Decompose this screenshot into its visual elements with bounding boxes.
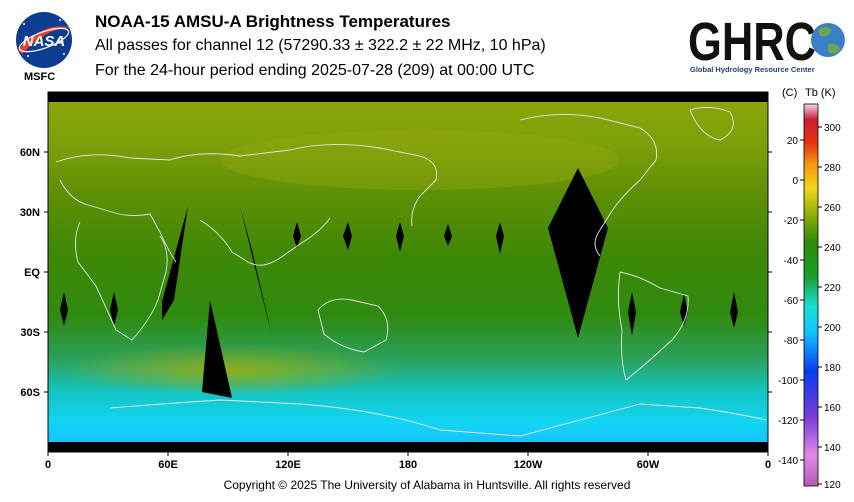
lon-label-0-west: 0 [45, 459, 51, 471]
coast-europe [59, 179, 177, 263]
coast-greenland [689, 107, 734, 141]
colorbar-k-tick: 300 [824, 123, 841, 134]
lat-label-30s: 30S [20, 327, 40, 339]
colorbar-c-tick: -40 [784, 256, 799, 267]
gap-small-4 [293, 222, 301, 248]
lon-label-120e: 120E [275, 459, 301, 471]
northern-warm-band [220, 130, 620, 190]
colorbar-k-tick: 120 [824, 480, 841, 491]
nasa-logo: NASA [16, 12, 72, 68]
lat-label-30n: 30N [20, 207, 40, 219]
lat-label-60s: 60S [20, 387, 40, 399]
gap-small-6 [110, 292, 118, 326]
colorbar-c-tick: -80 [784, 336, 799, 347]
coast-north-america [519, 114, 658, 257]
colorbar-c-tick: -120 [778, 416, 798, 427]
lon-label-120w: 120W [514, 459, 543, 471]
colorbar-k-tick: 220 [824, 283, 841, 294]
colorbar-c-tick: -100 [778, 376, 798, 387]
no-data-south [48, 442, 768, 452]
coast-africa [75, 221, 168, 341]
gap-small-5 [60, 292, 68, 326]
colorbar-k-tick: 260 [824, 203, 841, 214]
lon-label-180: 180 [399, 459, 417, 471]
colorbar-c-tick: -60 [784, 296, 799, 307]
colorbar-c-tick: 0 [792, 176, 798, 187]
lat-axis: 60N 30N EQ 30S 60S [20, 147, 772, 399]
colorbar-k-tick: 140 [824, 443, 841, 454]
period-subtitle: For the 24-hour period ending 2025-07-28… [95, 62, 535, 79]
ghrc-subtitle: Global Hydrology Resource Center [690, 65, 815, 74]
ghrc-logo-text: GHRC [688, 12, 816, 72]
colorbar-c-tick: -140 [778, 456, 798, 467]
colorbar: (C) Tb (K) 20 0 -20 -40 -60 -80 -100 -12… [778, 87, 841, 491]
colorbar-c-tick: -20 [784, 216, 799, 227]
coastlines [55, 107, 767, 437]
gap-small-2 [396, 222, 404, 252]
gap-small-3 [496, 222, 504, 254]
colorbar-c-tick: 20 [787, 136, 799, 147]
coast-antarctica [109, 399, 767, 437]
coast-eurasia-north [55, 144, 438, 227]
colorbar-k-tick: 200 [824, 323, 841, 334]
colorbar-gradient [803, 103, 819, 487]
lon-label-60e: 60E [158, 459, 178, 471]
southern-warm-band [60, 344, 400, 396]
gap-small-9 [730, 292, 738, 328]
colorbar-k-tick: 280 [824, 163, 841, 174]
lat-label-60n: 60N [20, 147, 40, 159]
msfc-label: MSFC [24, 71, 56, 83]
lon-label-60w: 60W [637, 459, 660, 471]
gap-indian-1 [162, 206, 188, 320]
gap-small-10 [444, 224, 452, 246]
colorbar-k-tick: 180 [824, 363, 841, 374]
lat-label-eq: EQ [24, 267, 40, 279]
lon-axis: 0 60E 120E 180 120W 60W 0 [45, 452, 771, 471]
map-title: NOAA-15 AMSU-A Brightness Temperatures [95, 12, 451, 31]
copyright-notice: Copyright © 2025 The University of Alaba… [223, 478, 631, 492]
data-gaps [60, 168, 738, 398]
colorbar-k-tick: 160 [824, 403, 841, 414]
gap-southern-indian [202, 300, 232, 398]
gap-pacific-large [548, 168, 608, 338]
ghrc-logo: GHRC Global Hydrology Resource Center [688, 12, 845, 74]
gap-small-1 [343, 222, 352, 250]
gap-small-7 [628, 292, 636, 336]
no-data-north [48, 92, 768, 102]
gap-asia-1 [240, 206, 272, 336]
coast-south-asia [199, 217, 331, 266]
colorbar-unit-k: Tb (K) [805, 87, 836, 99]
nasa-logo-text: NASA [23, 33, 66, 50]
lon-label-0-east: 0 [765, 459, 771, 471]
coast-australia [317, 298, 389, 353]
channel-subtitle: All passes for channel 12 (57290.33 ± 32… [95, 37, 546, 54]
colorbar-k-tick: 240 [824, 243, 841, 254]
gap-small-8 [680, 294, 688, 326]
colorbar-unit-c: (C) [782, 87, 797, 99]
coast-south-america [617, 271, 689, 381]
